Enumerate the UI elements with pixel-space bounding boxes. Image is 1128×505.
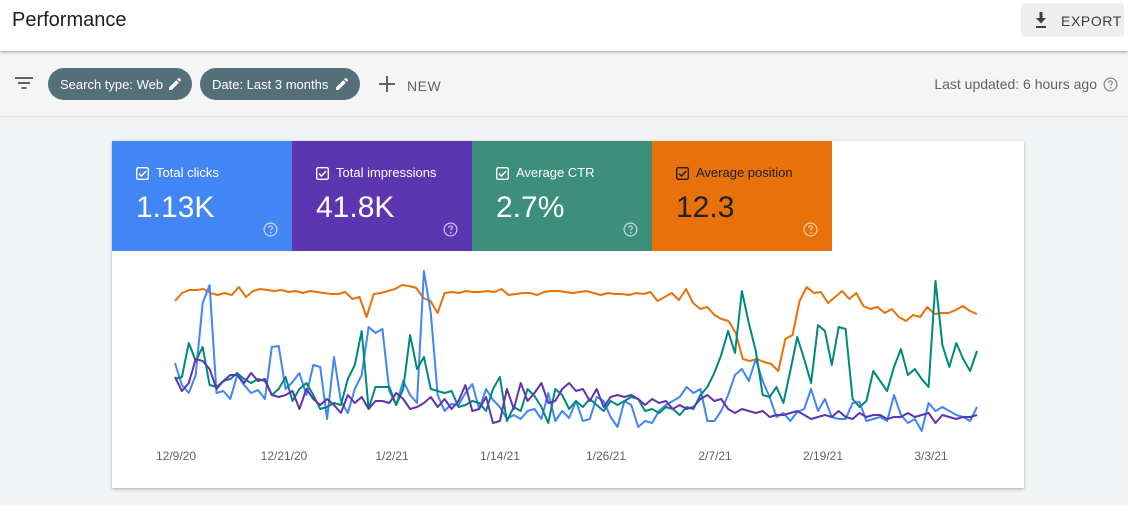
search-type-chip[interactable]: Search type: Web	[48, 68, 192, 100]
export-button[interactable]: EXPORT	[1021, 3, 1124, 37]
checkbox-checked-icon[interactable]	[316, 167, 329, 180]
series-line-average-ctr	[174, 280, 978, 424]
help-icon[interactable]	[623, 222, 638, 237]
edit-icon	[336, 77, 349, 90]
performance-card: Total clicks 1.13K Total impressions 41.…	[112, 141, 1024, 488]
filter-toolbar: Search type: Web Date: Last 3 months NEW…	[0, 51, 1128, 117]
new-filter-label: NEW	[407, 78, 442, 94]
plus-icon	[379, 76, 395, 92]
x-tick-label: 2/19/21	[803, 449, 843, 463]
help-icon[interactable]	[803, 222, 818, 237]
metric-value: 12.3	[676, 191, 735, 224]
x-tick-label: 1/14/21	[480, 449, 520, 463]
date-range-chip-label: Date: Last 3 months	[212, 77, 329, 92]
x-tick-label: 2/7/21	[698, 449, 732, 463]
series-line-total-impressions	[174, 358, 978, 424]
metric-value: 41.8K	[316, 191, 395, 224]
metric-label: Total impressions	[336, 165, 437, 180]
metric-label: Average CTR	[516, 165, 595, 180]
checkbox-checked-icon[interactable]	[496, 167, 509, 180]
metric-label: Average position	[696, 165, 793, 180]
x-tick-label: 3/3/21	[914, 449, 948, 463]
export-label: EXPORT	[1061, 13, 1122, 29]
search-type-chip-label: Search type: Web	[60, 77, 164, 92]
last-updated-text: Last updated: 6 hours ago	[934, 76, 1097, 92]
checkbox-checked-icon[interactable]	[136, 167, 149, 180]
header-bar: Performance EXPORT	[0, 0, 1128, 51]
help-icon[interactable]	[443, 222, 458, 237]
series-line-average-position	[174, 284, 978, 372]
performance-chart[interactable]: 12/9/20 12/21/20 1/2/21 1/14/21 1/26/21 2/7/2…	[112, 251, 1024, 488]
filter-icon[interactable]	[14, 75, 34, 91]
metric-card-average-ctr[interactable]: Average CTR 2.7%	[472, 141, 652, 251]
metric-label: Total clicks	[156, 165, 219, 180]
x-tick-label: 12/9/20	[156, 449, 196, 463]
x-tick-label: 12/21/20	[261, 449, 308, 463]
help-icon[interactable]	[1103, 77, 1118, 92]
download-icon	[1036, 12, 1046, 28]
x-tick-label: 1/26/21	[586, 449, 626, 463]
date-range-chip[interactable]: Date: Last 3 months	[200, 68, 360, 100]
page-title: Performance	[12, 9, 127, 31]
metric-card-average-position[interactable]: Average position 12.3	[652, 141, 832, 251]
help-icon[interactable]	[263, 222, 278, 237]
x-tick-label: 1/2/21	[375, 449, 409, 463]
metric-card-total-impressions[interactable]: Total impressions 41.8K	[292, 141, 472, 251]
metric-value: 1.13K	[136, 191, 215, 224]
metric-card-total-clicks[interactable]: Total clicks 1.13K	[112, 141, 292, 251]
metric-value: 2.7%	[496, 191, 565, 224]
edit-icon	[169, 77, 182, 90]
checkbox-checked-icon[interactable]	[676, 167, 689, 180]
